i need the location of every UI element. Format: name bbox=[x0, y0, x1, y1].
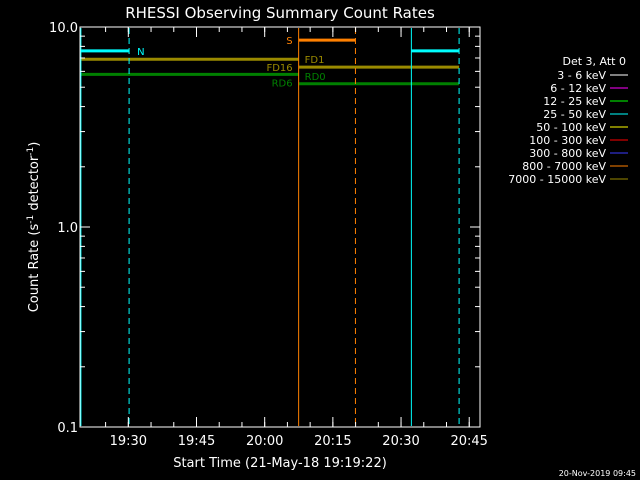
footer-timestamp: 20-Nov-2019 09:45 bbox=[559, 469, 636, 478]
y-tick-label: 0.1 bbox=[57, 421, 78, 436]
y-axis-label-sup2: -1 bbox=[26, 147, 36, 156]
legend-entry-label: 25 - 50 keV bbox=[543, 108, 606, 121]
x-tick-label: 20:30 bbox=[382, 434, 419, 449]
y-axis-label: Count Rate (s-1 detector-1) bbox=[26, 142, 42, 313]
legend-entry-label: 800 - 7000 keV bbox=[522, 160, 606, 173]
legend-entry-label: 6 - 12 keV bbox=[550, 82, 606, 95]
legend-entry-label: 100 - 300 keV bbox=[529, 134, 606, 147]
flag-label-fd16: FD16 bbox=[266, 63, 292, 74]
x-tick-label: 20:00 bbox=[246, 434, 283, 449]
y-axis-label-end: ) bbox=[27, 142, 42, 147]
y-tick-label: 1.0 bbox=[57, 221, 78, 236]
y-axis-label-main: Count Rate (s bbox=[27, 224, 42, 313]
flag-bars: N S FD1 FD16 RD0 RD6 bbox=[80, 36, 460, 89]
flag-label-rd0: RD0 bbox=[305, 72, 326, 83]
legend-entry-label: 7000 - 15000 keV bbox=[508, 173, 606, 186]
x-tick-label: 20:15 bbox=[314, 434, 351, 449]
flag-label-fd1: FD1 bbox=[305, 55, 325, 66]
y-axis-ticks: 0.1 1.0 10.0 bbox=[49, 21, 480, 436]
x-tick-label: 20:45 bbox=[450, 434, 487, 449]
legend-entry-label: 50 - 100 keV bbox=[536, 121, 606, 134]
chart-title: RHESSI Observing Summary Count Rates bbox=[125, 4, 435, 22]
y-axis-label-sup1: -1 bbox=[26, 215, 36, 224]
x-axis-label: Start Time (21-May-18 19:19:22) bbox=[173, 456, 387, 471]
legend-entry-label: 3 - 6 keV bbox=[557, 69, 606, 82]
flag-label-s: S bbox=[286, 36, 292, 47]
x-tick-label: 19:30 bbox=[110, 434, 147, 449]
flag-label-rd6: RD6 bbox=[272, 78, 293, 89]
y-axis-label-mid: detector bbox=[27, 155, 42, 215]
legend-header: Det 3, Att 0 bbox=[563, 55, 627, 68]
x-tick-label: 19:45 bbox=[178, 434, 215, 449]
x-axis-ticks: 19:30 19:45 20:00 20:15 20:30 20:45 bbox=[105, 27, 488, 449]
flag-label-n: N bbox=[137, 47, 144, 58]
legend-entry-label: 12 - 25 keV bbox=[543, 95, 606, 108]
y-tick-label: 10.0 bbox=[49, 21, 78, 36]
legend-entry-label: 300 - 800 keV bbox=[529, 147, 606, 160]
